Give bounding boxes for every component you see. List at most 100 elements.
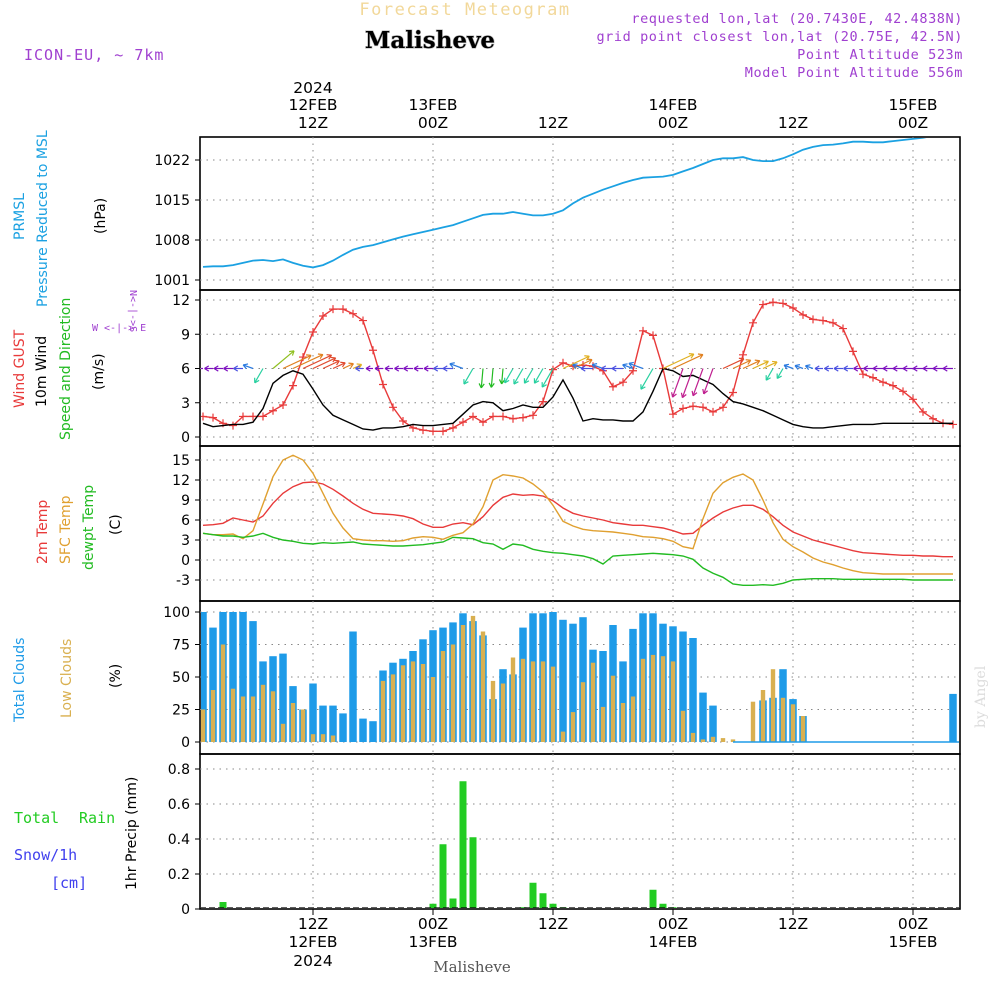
- gust-marker: [699, 403, 707, 412]
- low-cloud-bar: [480, 631, 486, 742]
- total-cloud-bar: [339, 713, 347, 742]
- gust-marker: [779, 299, 787, 308]
- total-cloud-bar: [229, 612, 237, 742]
- rain-bar: [449, 898, 457, 908]
- low-cloud-bar: [680, 710, 686, 742]
- gust-marker: [239, 412, 247, 421]
- location-title: Malisheve: [365, 27, 495, 54]
- point-altitude: Point Altitude 523m: [797, 47, 963, 63]
- low-cloud-bar: [510, 657, 516, 742]
- y-tick-label: 0.4: [168, 832, 190, 848]
- rain-bar: [519, 907, 527, 908]
- gust-marker: [529, 411, 537, 420]
- wind-arrow: [523, 368, 534, 384]
- low-cloud-bar: [600, 706, 606, 742]
- total-cloud-bar: [239, 612, 247, 742]
- low-cloud-bar: [430, 677, 436, 742]
- bottom-time-label: 00Z: [658, 915, 688, 933]
- gust-marker: [759, 300, 767, 309]
- y-tick-label: 12: [172, 293, 190, 309]
- wind-arrow: [282, 354, 312, 370]
- panel-3: -3 0 3 6 9 12 15: [172, 445, 961, 602]
- temp-dew-label: dewpt Temp: [81, 485, 97, 570]
- wind-arrow: [622, 364, 634, 370]
- wind-arrow-head: [498, 379, 506, 385]
- panel-5: 0 0.2 0.4 0.6 0.8: [168, 753, 961, 918]
- wind-arrow-head: [680, 392, 687, 399]
- gust-marker: [499, 412, 507, 421]
- low-cloud-bar: [770, 669, 776, 742]
- wind-arrow-head: [745, 359, 752, 365]
- gust-marker: [201, 412, 207, 421]
- low-cloud-bar: [450, 644, 456, 742]
- rain-bar: [659, 903, 667, 908]
- wind-arrow-head: [776, 373, 782, 379]
- wind-arrow-head: [449, 362, 455, 368]
- wind-arrow-head: [853, 365, 859, 372]
- total-cloud-bar: [279, 653, 287, 742]
- wind-arrow-head: [872, 365, 878, 372]
- wind-unit: (m/s): [91, 353, 107, 390]
- grid-point: grid point closest lon,lat (20.75E, 42.5…: [596, 29, 963, 45]
- wind-arrow: [591, 364, 604, 370]
- y-tick-label: 9: [181, 493, 190, 509]
- snow-unit-label: [cm]: [51, 874, 87, 892]
- low-cloud-bar: [220, 644, 226, 742]
- wind-arrow-head: [932, 365, 938, 372]
- wind-arrow: [342, 363, 354, 370]
- gust-marker: [409, 423, 417, 432]
- bottom-time-label: 12Z: [298, 915, 328, 933]
- wind-arrow: [776, 368, 784, 379]
- wind-arrow-head: [628, 361, 634, 368]
- low-cloud-bar: [580, 682, 586, 742]
- gust-marker: [919, 407, 927, 416]
- wind-arrow-head: [463, 379, 469, 385]
- wind-arrow-head: [213, 365, 219, 372]
- gust-marker: [839, 324, 847, 333]
- wind-arrow-head: [572, 363, 578, 370]
- low-cloud-bar: [380, 680, 386, 742]
- pressure-label-prmsl: PRMSL: [12, 193, 28, 240]
- requested-point: requested lon,lat (20.7430E, 42.4838N): [631, 11, 963, 27]
- wind-arrow: [480, 368, 484, 388]
- y-tick-label: 50: [172, 670, 190, 686]
- gust-marker: [369, 346, 377, 355]
- y-tick-label: 1015: [154, 193, 190, 209]
- wind-gust-label: Wind GUST: [12, 329, 28, 408]
- low-cloud-bar: [560, 731, 566, 742]
- panel-data: [202, 454, 953, 587]
- wind-arrow: [302, 354, 332, 370]
- wind-side-label: Wind GUST 10m Wind Speed and Direction (…: [12, 290, 146, 440]
- wind-arrow: [254, 368, 264, 384]
- wind-arrow-head: [584, 355, 590, 361]
- low-cloud-bar: [690, 732, 696, 742]
- y-tick-label: 0: [181, 902, 190, 918]
- wind-arrow-head: [394, 365, 400, 372]
- gust-marker: [669, 410, 677, 419]
- gust-marker: [819, 316, 827, 325]
- gust-marker: [349, 309, 357, 318]
- total-cloud-bar: [369, 721, 377, 742]
- wind10m-line: [202, 367, 953, 431]
- wind-arrow-head: [326, 354, 333, 360]
- low-cloud-bar: [800, 716, 806, 742]
- wind-arrow: [572, 359, 593, 370]
- y-tick-label: 15: [172, 453, 190, 469]
- dewpoint-line: [202, 532, 953, 587]
- y-tick-label: 6: [181, 513, 190, 529]
- wind-arrow-head: [413, 365, 419, 372]
- wind-arrow-head: [478, 383, 485, 389]
- y-tick-label: 1008: [154, 233, 190, 249]
- footer-location: Malisheve: [433, 958, 511, 976]
- model-altitude: Model Point Altitude 556m: [745, 65, 963, 81]
- low-cloud-bar: [660, 656, 666, 742]
- low-cloud-bar: [760, 690, 766, 742]
- temp-unit: (C): [108, 514, 124, 535]
- bottom-time-label: 12Z: [538, 915, 568, 933]
- gust-marker: [469, 412, 477, 421]
- bottom-time-label: 13FEB: [408, 933, 457, 951]
- low-cloud-bar: [460, 625, 466, 742]
- wind-arrow: [352, 363, 362, 370]
- rain-bar: [439, 844, 447, 908]
- gust-marker: [399, 417, 407, 426]
